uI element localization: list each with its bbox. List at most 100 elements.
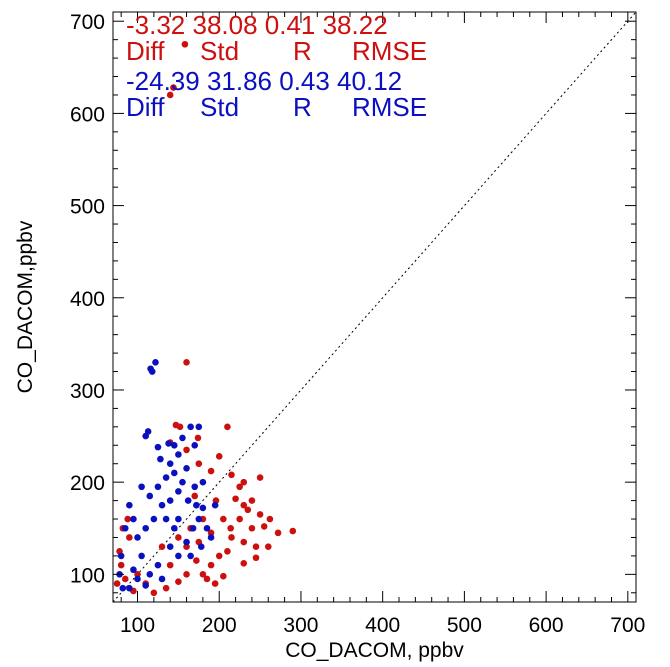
data-point-series-2 [175,515,182,523]
data-point-series-1 [236,483,243,491]
data-point-series-2 [146,492,154,500]
data-point-series-1 [117,561,125,569]
data-point-series-2 [119,584,127,592]
data-point-series-1 [228,471,235,479]
data-point-series-2 [183,465,190,472]
data-point-series-2 [175,488,182,495]
one-to-one-line [112,11,637,603]
data-point-series-2 [191,483,199,491]
data-point-series-1 [256,474,264,481]
tick-labels-layer: 100 200 300 400 500 600 700 100 200 300 400 500 600 7… [70,11,645,637]
data-point-series-2 [152,359,159,366]
data-point-series-2 [165,440,172,447]
data-point-series-1 [166,561,174,569]
data-point-series-2 [166,497,174,504]
stats-header-r: R [293,36,312,66]
data-point-series-1 [215,552,223,560]
data-point-series-1 [248,524,256,532]
data-point-series-2 [134,534,141,541]
x-tick-label: 600 [529,614,564,637]
data-point-series-2 [189,524,197,532]
data-point-series-2 [203,524,211,532]
x-tick-label: 200 [202,614,237,637]
data-point-series-1 [113,580,121,587]
data-point-series-1 [274,529,282,537]
data-point-series-2 [121,524,129,532]
stats-header-rmse: RMSE [352,36,427,66]
data-point-series-2 [158,501,166,509]
data-point-series-2 [207,534,215,541]
data-point-series-1 [175,578,182,586]
data-point-series-1 [232,495,239,503]
x-tick-label: 500 [447,614,482,637]
data-points-layer [113,40,297,597]
data-point-series-1 [183,543,190,550]
data-point-series-1 [227,524,234,532]
y-tick-label: 500 [70,196,105,219]
x-tick-label: 100 [120,614,155,637]
data-point-series-1 [224,423,231,431]
data-point-series-1 [240,538,248,546]
data-point-series-1 [220,572,227,580]
x-tick-label: 400 [365,614,400,637]
data-point-series-1 [252,543,260,550]
data-point-series-2 [148,368,156,375]
data-point-series-1 [158,543,166,550]
data-point-series-1 [193,557,200,564]
data-point-series-1 [289,527,297,535]
data-point-series-2 [184,497,192,504]
data-point-series-1 [199,571,207,578]
data-point-series-1 [266,515,274,523]
data-point-series-2 [126,501,133,509]
data-point-series-2 [142,582,149,589]
stats-values-series-1: -3.32 38.08 0.41 38.22 [126,10,388,40]
stats-header-std: Std [200,92,239,122]
data-point-series-1 [220,515,227,523]
data-point-series-2 [179,434,186,442]
data-point-series-2 [158,575,166,583]
data-point-series-2 [170,469,178,477]
y-tick-label: 200 [70,472,105,495]
data-point-series-2 [195,423,203,431]
data-point-series-1 [240,559,248,567]
reference-line-layer [112,11,637,603]
data-point-series-2 [157,455,164,463]
data-point-series-2 [166,543,174,550]
data-point-series-1 [264,543,272,550]
data-point-series-2 [175,552,182,560]
data-point-series-1 [134,571,141,578]
x-axis-title: CO_DACOM, ppbv [285,639,464,662]
data-point-series-1 [162,584,170,592]
data-point-series-2 [154,443,162,451]
data-point-series-1 [244,506,252,514]
data-point-series-1 [211,580,219,587]
data-point-series-2 [175,451,182,458]
data-point-series-1 [121,575,129,583]
data-point-series-2 [170,524,178,532]
data-point-series-2 [187,552,194,560]
data-point-series-1 [183,571,190,578]
data-point-series-2 [191,441,199,449]
data-point-series-2 [154,483,162,491]
data-point-series-2 [162,515,170,523]
data-point-series-2 [142,432,149,440]
stats-header-rmse: RMSE [352,92,427,122]
data-point-series-1 [191,492,199,500]
data-point-series-2 [195,515,203,523]
x-tick-label: 700 [610,614,645,637]
data-point-series-2 [150,515,158,523]
data-point-series-1 [207,529,215,537]
data-point-series-2 [142,524,149,532]
y-tick-label: 600 [70,103,105,126]
x-tick-label: 300 [283,614,318,637]
data-point-series-1 [176,423,184,431]
data-point-series-2 [130,515,137,523]
data-point-series-2 [154,561,162,569]
data-point-series-2 [126,584,133,592]
data-point-series-1 [203,575,211,583]
data-point-series-1 [248,497,256,504]
data-point-series-1 [150,589,158,597]
data-point-series-1 [181,40,189,48]
data-point-series-1 [126,534,133,541]
